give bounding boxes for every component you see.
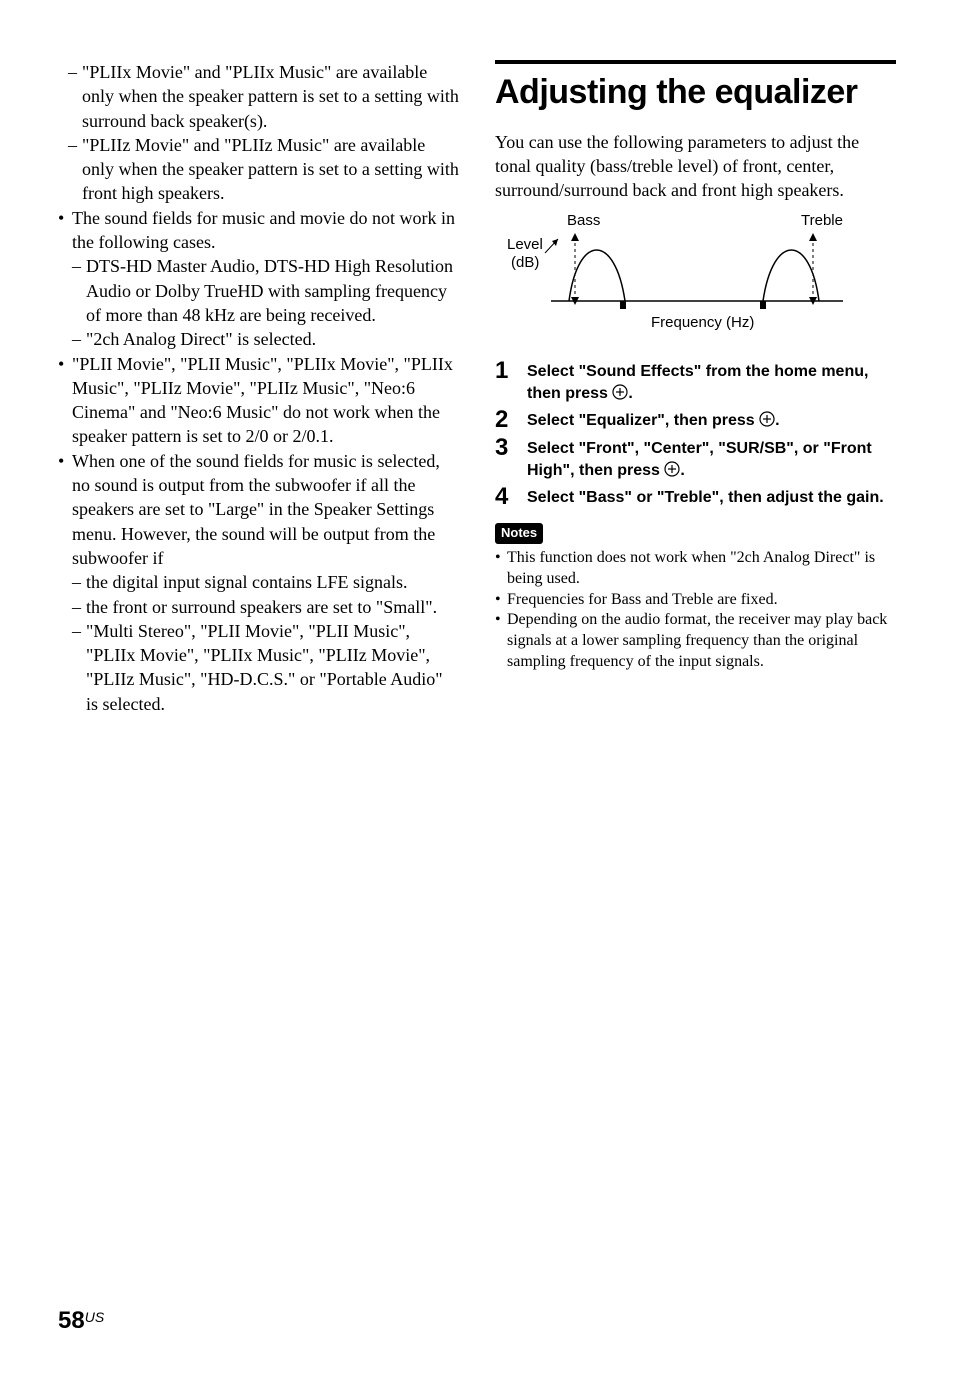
instruction-steps: 1 Select "Sound Effects" from the home m… (495, 359, 896, 509)
step-text: Select "Front", "Center", "SUR/SB", or "… (527, 436, 896, 481)
note-item: This function does not work when "2ch An… (495, 548, 896, 590)
text: This function does not work when "2ch An… (507, 549, 875, 587)
step-1: 1 Select "Sound Effects" from the home m… (495, 359, 896, 404)
list-item: the digital input signal contains LFE si… (72, 570, 459, 594)
page-region: US (85, 1309, 104, 1325)
plus-icon (664, 461, 680, 477)
list-item: "PLII Movie", "PLII Music", "PLIIx Movie… (58, 352, 459, 449)
text: the front or surround speakers are set t… (86, 597, 437, 617)
text: "2ch Analog Direct" is selected. (86, 329, 316, 349)
plus-icon (759, 411, 775, 427)
note-item: Frequencies for Bass and Treble are fixe… (495, 590, 896, 611)
level-label-1: Level (507, 236, 543, 253)
frequency-label: Frequency (Hz) (651, 314, 754, 331)
sublist: DTS-HD Master Audio, DTS-HD High Resolut… (72, 254, 459, 351)
list-item: The sound fields for music and movie do … (58, 206, 459, 352)
step-number: 4 (495, 485, 513, 509)
step-before: Select "Sound Effects" from the home men… (527, 363, 868, 402)
step-number: 3 (495, 436, 513, 481)
text: "Multi Stereo", "PLII Movie", "PLII Musi… (86, 621, 443, 714)
list-item: "2ch Analog Direct" is selected. (72, 327, 459, 351)
heading-rule: Adjusting the equalizer (495, 60, 896, 116)
list-item: the front or surround speakers are set t… (72, 595, 459, 619)
left-column: "PLIIx Movie" and "PLIIx Music" are avai… (58, 60, 459, 716)
intro-paragraph: You can use the following parameters to … (495, 130, 896, 203)
step-after: . (628, 385, 632, 402)
text: "PLIIx Movie" and "PLIIx Music" are avai… (82, 62, 459, 131)
sound-field-cases-list: The sound fields for music and movie do … (58, 206, 459, 716)
list-item: "PLIIz Movie" and "PLIIz Music" are avai… (68, 133, 459, 206)
sublist: the digital input signal contains LFE si… (72, 570, 459, 716)
text: DTS-HD Master Audio, DTS-HD High Resolut… (86, 256, 453, 325)
step-number: 1 (495, 359, 513, 404)
notes-heading: Notes (495, 523, 543, 544)
page-num-value: 58 (58, 1307, 85, 1334)
level-label-2: (dB) (511, 254, 539, 271)
step-text: Select "Sound Effects" from the home men… (527, 359, 896, 404)
text: Frequencies for Bass and Treble are fixe… (507, 591, 778, 608)
step-text: Select "Bass" or "Treble", then adjust t… (527, 485, 884, 509)
step-before: Select "Bass" or "Treble", then adjust t… (527, 489, 884, 506)
treble-label: Treble (801, 212, 843, 229)
right-column: Adjusting the equalizer You can use the … (495, 60, 896, 716)
equalizer-diagram: Bass Treble Level (dB) Frequency (Hz) (503, 211, 896, 347)
bass-label: Bass (567, 212, 600, 229)
step-text: Select "Equalizer", then press . (527, 408, 780, 432)
text: "PLIIz Movie" and "PLIIz Music" are avai… (82, 135, 459, 204)
step-before: Select "Front", "Center", "SUR/SB", or "… (527, 440, 872, 479)
step-after: . (775, 412, 779, 429)
step-after: . (680, 462, 684, 479)
plus-icon (612, 384, 628, 400)
page-number: 58US (58, 1305, 104, 1337)
list-item: "Multi Stereo", "PLII Movie", "PLII Musi… (72, 619, 459, 716)
step-3: 3 Select "Front", "Center", "SUR/SB", or… (495, 436, 896, 481)
notes-list: This function does not work when "2ch An… (495, 548, 896, 673)
bass-curve (569, 250, 819, 301)
continuation-sublist: "PLIIx Movie" and "PLIIx Music" are avai… (58, 60, 459, 206)
text: "PLII Movie", "PLII Music", "PLIIx Movie… (72, 354, 453, 447)
tick-1 (620, 301, 626, 309)
tick-2 (760, 301, 766, 309)
list-item: DTS-HD Master Audio, DTS-HD High Resolut… (72, 254, 459, 327)
text: The sound fields for music and movie do … (72, 208, 455, 252)
list-item: When one of the sound fields for music i… (58, 449, 459, 716)
note-item: Depending on the audio format, the recei… (495, 610, 896, 672)
step-4: 4 Select "Bass" or "Treble", then adjust… (495, 485, 896, 509)
step-number: 2 (495, 408, 513, 432)
eq-curves-svg: Bass Treble Level (dB) Frequency (Hz) (503, 211, 883, 341)
text: the digital input signal contains LFE si… (86, 572, 407, 592)
section-heading: Adjusting the equalizer (495, 70, 896, 116)
text: When one of the sound fields for music i… (72, 451, 440, 568)
step-before: Select "Equalizer", then press (527, 412, 759, 429)
text: Depending on the audio format, the recei… (507, 611, 887, 670)
step-2: 2 Select "Equalizer", then press . (495, 408, 896, 432)
list-item: "PLIIx Movie" and "PLIIx Music" are avai… (68, 60, 459, 133)
